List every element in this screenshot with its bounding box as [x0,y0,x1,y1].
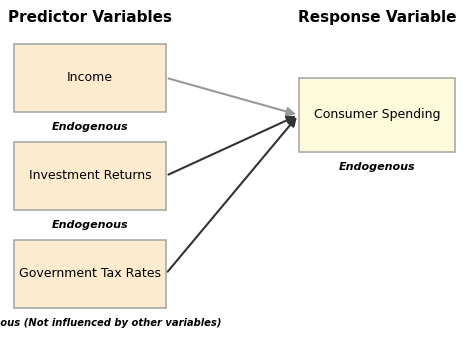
Text: Response Variable: Response Variable [298,10,456,25]
Text: Consumer Spending: Consumer Spending [314,108,440,121]
Text: Predictor Variables: Predictor Variables [8,10,172,25]
Text: Income: Income [67,71,113,84]
FancyBboxPatch shape [14,240,166,308]
FancyBboxPatch shape [14,44,166,112]
Text: Exogenous (Not influenced by other variables): Exogenous (Not influenced by other varia… [0,318,221,328]
Text: Government Tax Rates: Government Tax Rates [19,267,161,280]
FancyBboxPatch shape [14,142,166,210]
Text: Endogenous: Endogenous [52,122,128,132]
FancyBboxPatch shape [299,78,455,152]
Text: Investment Returns: Investment Returns [29,169,151,182]
Text: Endogenous: Endogenous [52,220,128,230]
Text: Endogenous: Endogenous [338,162,415,172]
